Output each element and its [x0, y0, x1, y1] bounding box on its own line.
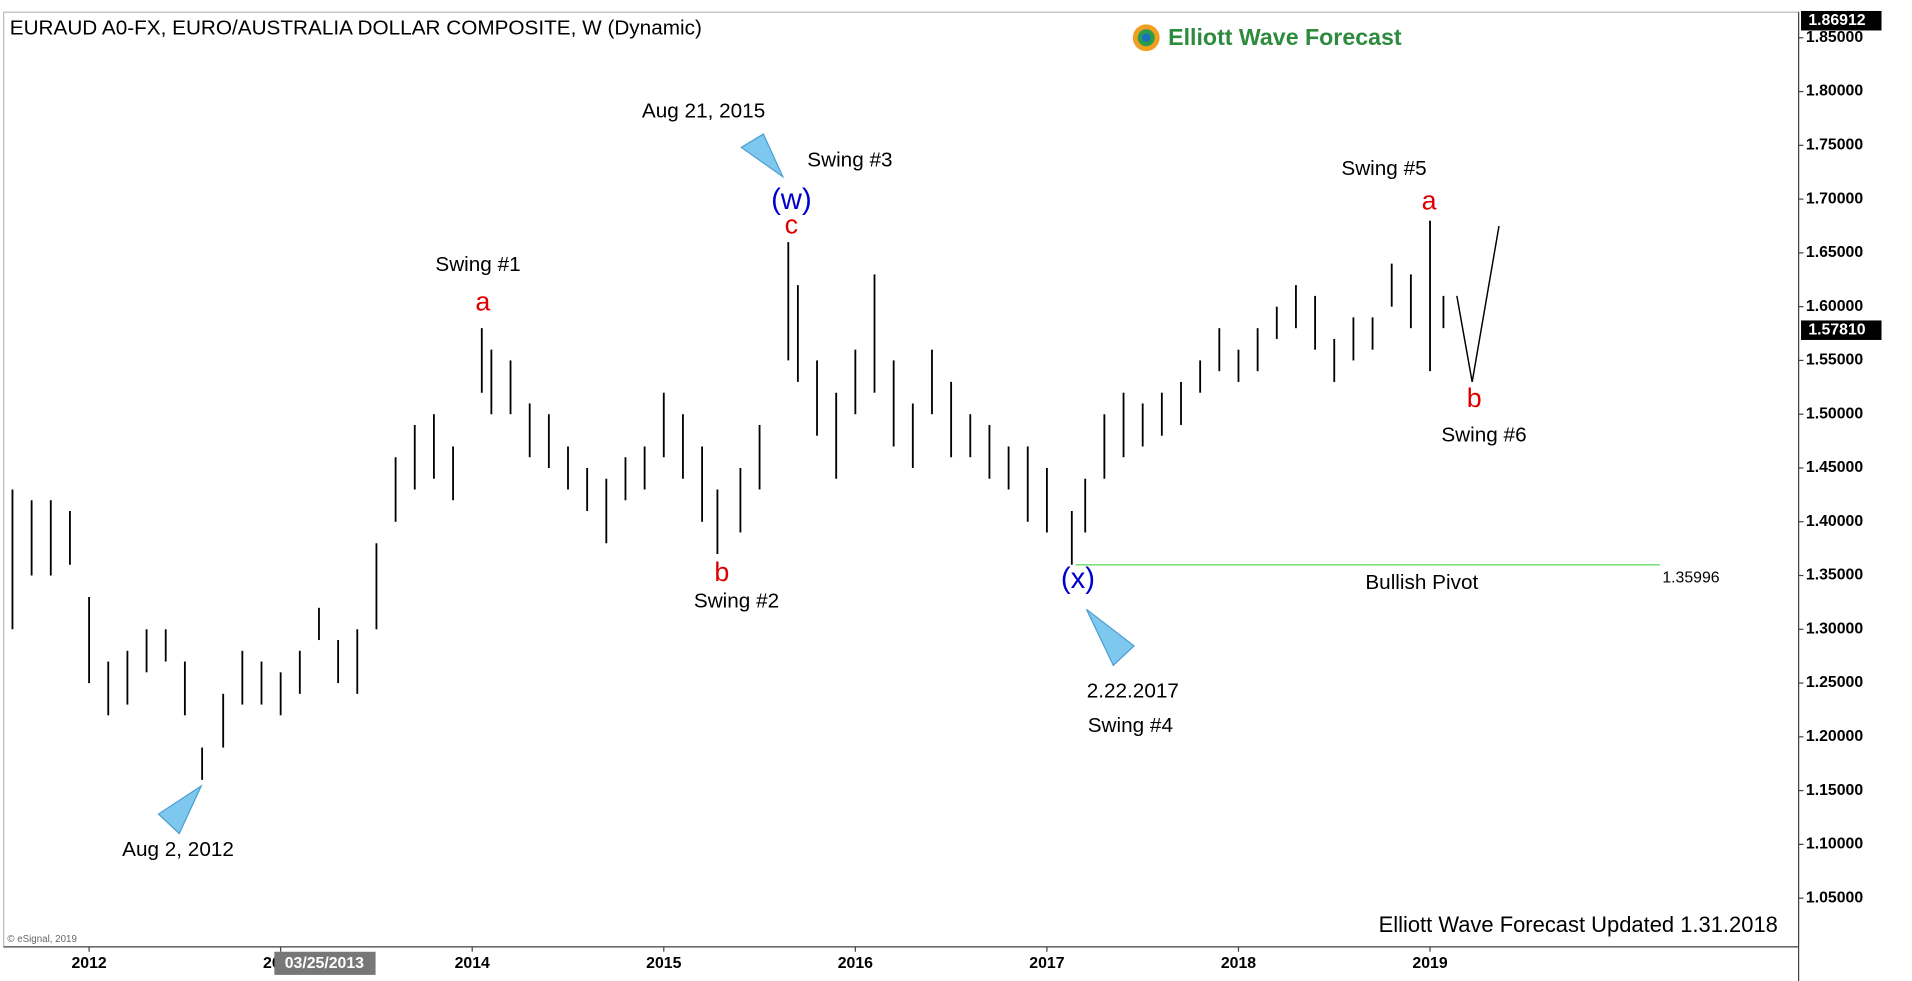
cursor-label: 03/25/2013	[285, 955, 364, 972]
y-tick-label: 1.80000	[1806, 83, 1863, 100]
x-tick-label: 2016	[838, 955, 873, 972]
pointer	[740, 133, 785, 179]
x-tick-label: 2019	[1412, 955, 1447, 972]
y-tick-label: 1.40000	[1806, 513, 1863, 530]
annotation: (w)	[771, 184, 812, 216]
annotation: (x)	[1061, 563, 1095, 595]
y-tick-label: 1.30000	[1806, 620, 1863, 637]
annotation: Swing #1	[435, 253, 520, 276]
copyright: © eSignal, 2019	[7, 934, 77, 945]
annotation: Bullish Pivot	[1365, 571, 1478, 594]
y-tick-label: 1.20000	[1806, 728, 1863, 745]
y-tick-label: 1.70000	[1806, 190, 1863, 207]
annotation: Swing #5	[1341, 157, 1426, 180]
footer: Elliott Wave Forecast Updated 1.31.2018	[1379, 912, 1778, 937]
price-marker-label: 1.86912	[1808, 12, 1865, 29]
y-tick-label: 1.60000	[1806, 298, 1863, 315]
price-marker-box	[1801, 10, 1882, 31]
y-tick-label: 1.35000	[1806, 567, 1863, 584]
logo: Elliott Wave Forecast	[1132, 24, 1402, 52]
y-tick-label: 1.65000	[1806, 244, 1863, 261]
brand: Elliott Wave Forecast	[1168, 24, 1402, 50]
pivot-label: 1.35996	[1662, 569, 1719, 586]
y-tick-label: 1.25000	[1806, 674, 1863, 691]
y-tick-label: 1.15000	[1806, 782, 1863, 799]
x-tick-label: 2018	[1221, 955, 1256, 972]
y-tick-label: 1.05000	[1806, 889, 1863, 906]
price-marker-label: 1.57810	[1808, 321, 1865, 338]
annotation: Swing #2	[694, 589, 779, 612]
annotation: Swing #4	[1088, 714, 1173, 737]
annotation: Swing #3	[807, 148, 892, 171]
annotation: c	[785, 210, 798, 240]
price-marker-box	[1801, 320, 1882, 340]
x-tick-label: 2014	[455, 955, 490, 972]
pointer	[1085, 608, 1135, 667]
y-tick-label: 1.85000	[1806, 29, 1863, 46]
y-tick-label: 1.10000	[1806, 836, 1863, 853]
x-tick-label: 2015	[646, 955, 681, 972]
projection-line	[1456, 225, 1500, 383]
annotation: b	[1467, 383, 1482, 413]
y-tick-label: 1.50000	[1806, 405, 1863, 422]
cursor-box	[274, 951, 376, 975]
annotation: Swing #6	[1441, 424, 1526, 447]
x-tick-label: 2017	[1029, 955, 1064, 972]
logo-ring	[1141, 33, 1151, 43]
annotation: Aug 21, 2015	[642, 100, 765, 123]
annotation: a	[475, 287, 490, 317]
x-tick-label: 2012	[71, 955, 106, 972]
annotation: Aug 2, 2012	[122, 838, 234, 861]
pointer	[157, 784, 203, 835]
annotation: a	[1422, 185, 1437, 215]
y-tick-label: 1.45000	[1806, 459, 1863, 476]
annotation: b	[714, 557, 729, 587]
chart-title: EURAUD A0-FX, EURO/AUSTRALIA DOLLAR COMP…	[10, 17, 702, 40]
y-tick-label: 1.55000	[1806, 352, 1863, 369]
y-tick-label: 1.75000	[1806, 137, 1863, 154]
annotation: 2.22.2017	[1087, 680, 1179, 703]
